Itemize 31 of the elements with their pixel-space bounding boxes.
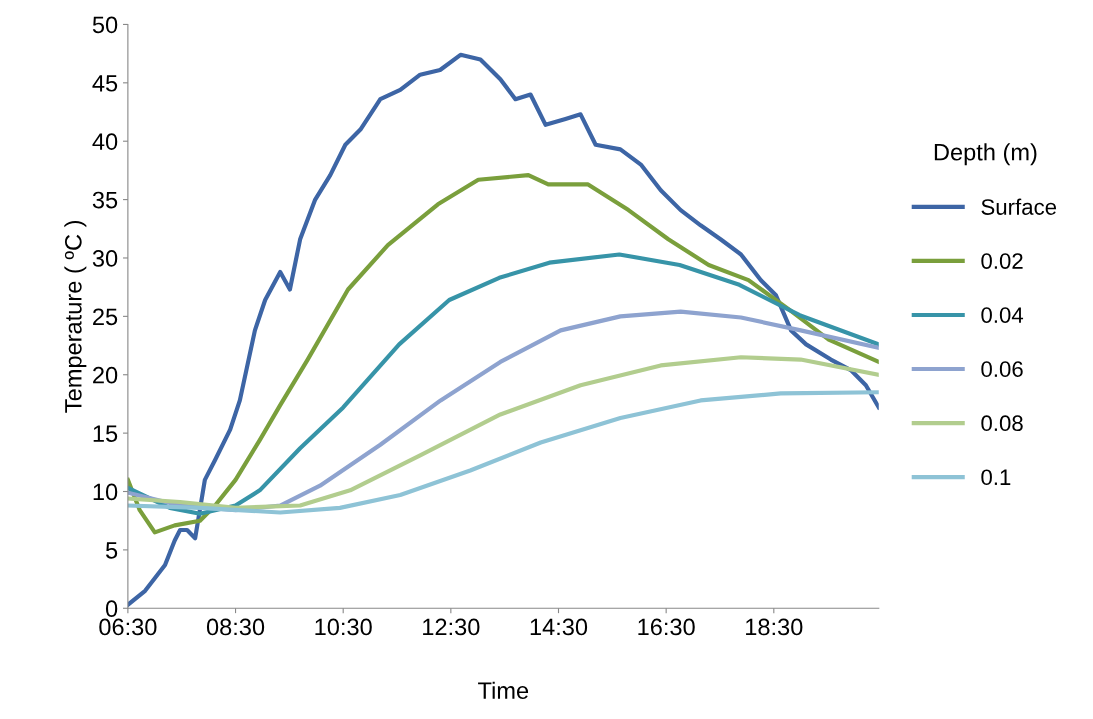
x-tick-label: 14:30 (530, 618, 588, 636)
y-tick-label: 10 (93, 483, 118, 501)
line-series (127, 252, 879, 516)
x-tick-label: 16:30 (638, 618, 695, 636)
y-tick-label: 40 (92, 133, 118, 150)
legend-label: 0.04 (981, 307, 1024, 323)
x-tick-label: 12:30 (423, 618, 480, 636)
y-tick-label: 15 (93, 425, 118, 442)
x-tick-label: 06:30 (99, 618, 157, 636)
line-series (127, 390, 879, 515)
x-tick-label: 10:30 (315, 618, 372, 636)
x-tick-label: 18:30 (746, 618, 803, 636)
y-tick-label: 50 (92, 16, 118, 34)
y-tick-label: 20 (93, 366, 118, 384)
legend-label: 0.06 (981, 361, 1023, 378)
y-tick-label: 35 (92, 191, 118, 209)
y-axis-title: Temperature ( ºC ) (64, 221, 87, 413)
x-tick-label: 08:30 (206, 618, 265, 636)
y-tick-label: 30 (92, 250, 118, 267)
y-tick-label: 0 (105, 600, 118, 618)
legend-label: Surface (981, 198, 1057, 215)
line-series (127, 355, 879, 510)
y-tick-label: 5 (105, 542, 118, 559)
y-tick-label: 45 (92, 75, 118, 92)
line-series (127, 172, 879, 535)
legend-label: 0.08 (981, 415, 1023, 432)
legend-label: 0.1 (981, 469, 1011, 486)
y-tick-label: 25 (93, 308, 118, 326)
x-axis-title: Time (478, 681, 529, 700)
legend-title: Depth (m) (934, 143, 1037, 166)
legend-label: 0.02 (981, 253, 1023, 269)
